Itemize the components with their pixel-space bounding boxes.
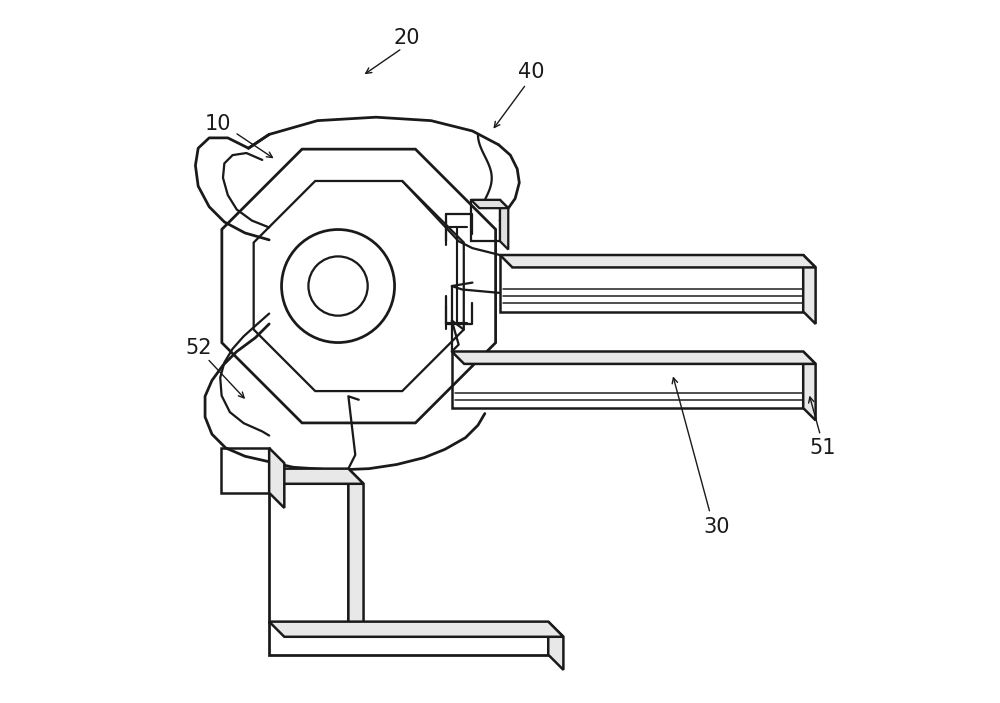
Polygon shape — [348, 469, 364, 637]
Polygon shape — [803, 352, 816, 420]
Text: 52: 52 — [185, 338, 211, 358]
Polygon shape — [269, 448, 284, 508]
Polygon shape — [269, 469, 364, 484]
Polygon shape — [548, 621, 563, 670]
Polygon shape — [452, 352, 816, 364]
Polygon shape — [500, 255, 816, 267]
Text: 20: 20 — [394, 28, 420, 48]
Text: 40: 40 — [518, 63, 544, 82]
Polygon shape — [471, 200, 508, 208]
Text: 10: 10 — [204, 114, 231, 134]
Polygon shape — [803, 255, 816, 324]
Text: 30: 30 — [704, 517, 730, 537]
Polygon shape — [269, 621, 563, 637]
Text: 51: 51 — [809, 438, 836, 458]
Polygon shape — [500, 200, 508, 250]
